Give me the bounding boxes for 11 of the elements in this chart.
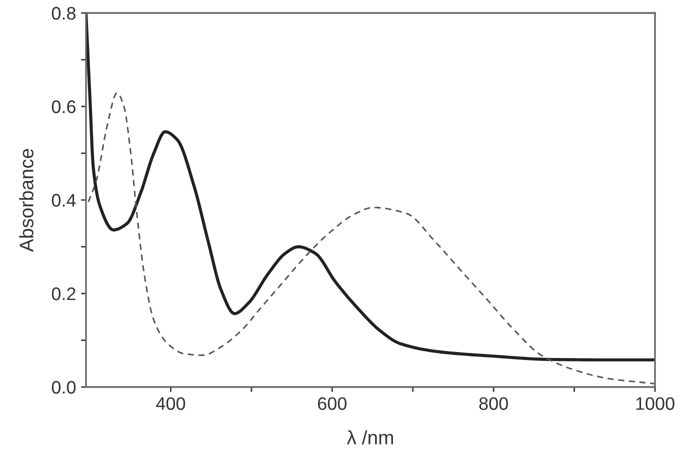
y-tick-label: 0.0 xyxy=(52,380,76,394)
y-tick-label: 0.2 xyxy=(52,287,76,300)
y-tick-label: 0.8 xyxy=(52,6,76,20)
x-tick-label: 600 xyxy=(318,397,347,410)
x-tick-label: 1000 xyxy=(636,397,674,410)
x-axis-title: λ /nm xyxy=(346,430,393,445)
x-tick-label: 400 xyxy=(156,397,186,410)
y-axis-title: Absorbance xyxy=(19,148,34,252)
y-tick-label: 0.6 xyxy=(52,100,76,114)
y-tick-label: 0.4 xyxy=(52,194,76,207)
x-tick-label: 800 xyxy=(479,397,508,410)
